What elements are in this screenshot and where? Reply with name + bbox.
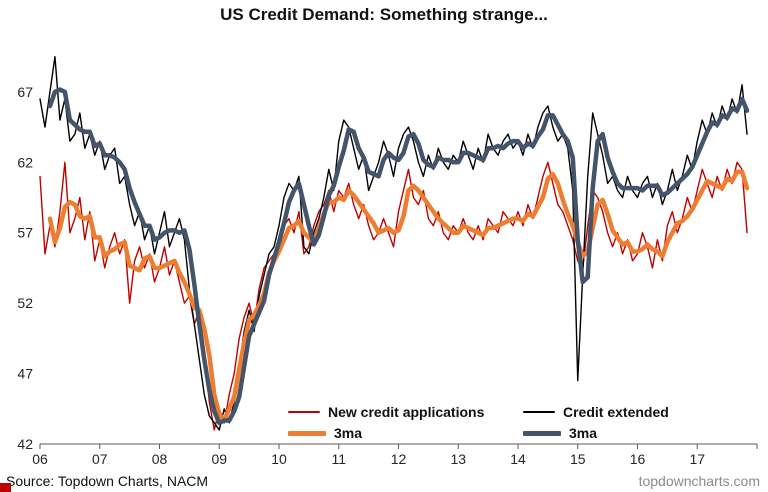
legend-label: 3ma: [569, 425, 598, 441]
svg-text:11: 11: [331, 451, 346, 467]
source-caption: Source: Topdown Charts, NACM: [6, 473, 209, 489]
svg-text:17: 17: [689, 451, 705, 467]
svg-text:07: 07: [92, 451, 108, 467]
legend-swatch-red-line: [288, 411, 320, 413]
svg-text:15: 15: [570, 451, 586, 467]
svg-text:06: 06: [32, 451, 48, 467]
svg-text:16: 16: [630, 451, 646, 467]
legend-label: 3ma: [334, 425, 363, 441]
watermark-text: topdowncharts.com: [638, 473, 760, 489]
svg-text:67: 67: [17, 84, 33, 100]
legend-item-new-credit-applications: New credit applications: [288, 404, 523, 420]
legend-item-3ma-extended: 3ma: [523, 425, 669, 441]
svg-text:14: 14: [510, 451, 526, 467]
svg-text:12: 12: [391, 451, 407, 467]
svg-text:52: 52: [17, 295, 33, 311]
legend-swatch-black-line: [523, 411, 555, 413]
svg-text:08: 08: [152, 451, 168, 467]
legend-item-3ma-applications: 3ma: [288, 425, 523, 441]
legend-label: New credit applications: [328, 404, 485, 420]
svg-text:09: 09: [211, 451, 227, 467]
svg-text:13: 13: [450, 451, 466, 467]
svg-text:42: 42: [17, 436, 33, 452]
svg-text:10: 10: [271, 451, 287, 467]
svg-text:57: 57: [17, 225, 33, 241]
legend-swatch-orange-line: [288, 430, 326, 436]
svg-text:47: 47: [17, 366, 33, 382]
topdown-charts-logo: [0, 483, 11, 492]
chart-legend: New credit applications Credit extended …: [288, 404, 669, 441]
legend-item-credit-extended: Credit extended: [523, 404, 669, 420]
page-title: US Credit Demand: Something strange...: [220, 5, 548, 24]
legend-label: Credit extended: [563, 404, 669, 420]
svg-text:62: 62: [17, 154, 33, 170]
legend-swatch-slate-line: [523, 430, 561, 436]
